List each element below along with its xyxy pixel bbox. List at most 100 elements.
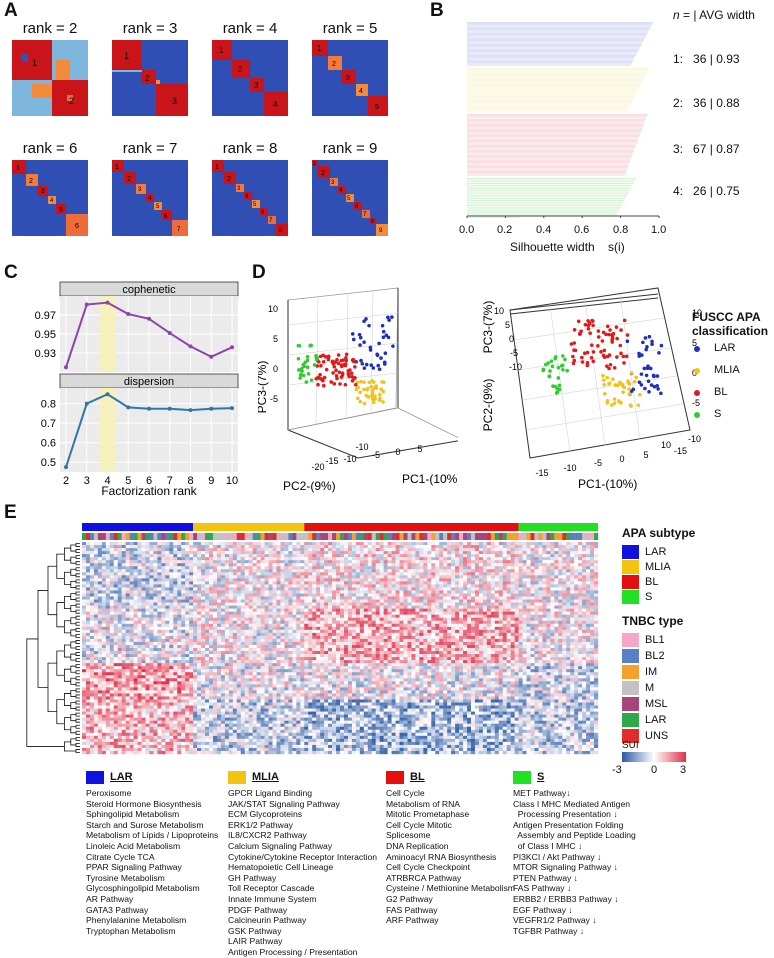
pca-right-ylabel: PC2-(9%) [481,379,495,432]
pca-point [581,360,585,364]
heatmap-cell [483,554,487,557]
heatmap-cell [312,590,316,593]
heatmap-cell [574,584,578,587]
silhouette-bar [467,24,652,25]
heatmap-cell [443,548,447,551]
heatmap-cell [392,578,396,581]
heatmap-cell [542,615,546,618]
heatmap-cell [149,581,153,584]
heatmap-cell [574,566,578,569]
heatmap-cell [483,551,487,554]
heatmap-cell [276,545,280,548]
heatmap-cell [586,548,590,551]
heatmap-cell [217,590,221,593]
heatmap-cell [312,633,316,636]
heatmap-cell [411,560,415,563]
heatmap-cell [265,560,269,563]
heatmap-cell [404,587,408,590]
heatmap-cell [558,551,562,554]
heatmap-cell [86,630,90,633]
heatmap-cell [177,584,181,587]
heatmap-cell [142,609,146,612]
heatmap-cell [483,603,487,606]
heatmap-cell [332,630,336,633]
heatmap-cell [217,551,221,554]
heatmap-cell [439,587,443,590]
heatmap-cell [570,584,574,587]
heatmap-cell [284,615,288,618]
heatmap-cell [221,551,225,554]
heatmap-cell [523,569,527,572]
heatmap-cell [356,560,360,563]
heatmap-cell [269,545,273,548]
heatmap-cell [431,587,435,590]
heatmap-cell [388,563,392,566]
pca-point [608,353,612,357]
heatmap-cell [245,548,249,551]
pca-point [626,333,630,337]
heatmap-cell [130,606,134,609]
dendrogram-branch [64,548,70,560]
heatmap-cell [554,624,558,627]
heatmap-cell [284,569,288,572]
tnbc-annotation [241,533,245,540]
heatmap-cell [546,597,550,600]
heatmap-cell [423,636,427,639]
heatmap-cell [185,542,189,545]
heatmap-cell [582,618,586,621]
heatmap-cell [106,584,110,587]
heatmap-cell [495,597,499,600]
heatmap-cell [439,590,443,593]
heatmap-cell [570,603,574,606]
heatmap-cell [296,563,300,566]
heatmap-cell [407,542,411,545]
heatmap-cell [134,572,138,575]
dendrogram-branch [76,683,80,686]
heatmap-cell [443,624,447,627]
heatmap-cell [86,590,90,593]
heatmap-cell [201,606,205,609]
heatmap-cell [515,603,519,606]
heatmap-cell [499,560,503,563]
heatmap-cell [233,578,237,581]
heatmap-cell [205,615,209,618]
heatmap-cell [161,618,165,621]
heatmap-cell [344,542,348,545]
heatmap-cell [308,545,312,548]
pca-point [656,387,660,391]
heatmap-cell [515,587,519,590]
tnbc-annotation [193,533,197,540]
heatmap-cell [249,612,253,615]
heatmap-cell [324,600,328,603]
heatmap-cell [276,548,280,551]
pca-point [358,390,362,394]
heatmap-cell [106,542,110,545]
heatmap-cell [423,572,427,575]
heatmap-cell [225,545,229,548]
pca-point [372,366,376,370]
heatmap-cell [507,557,511,560]
heatmap-cell [511,600,515,603]
heatmap-cell [360,587,364,590]
heatmap-cell [273,587,277,590]
heatmap-cell [316,603,320,606]
pca-left-ylabel: PC2-(9%) [283,479,336,493]
heatmap-cell [253,627,257,630]
heatmap-cell [146,548,150,551]
silhouette-bar [467,171,626,172]
tnbc-annotation [360,533,364,540]
heatmap-cell [467,597,471,600]
heatmap-cell [419,587,423,590]
heatmap-cell [241,575,245,578]
heatmap-cell [519,581,523,584]
heatmap-cell [419,545,423,548]
heatmap-cell [404,578,408,581]
heatmap-cell [257,606,261,609]
silhouette-cluster-row: 1: 36 | 0.93 [673,52,740,66]
heatmap-cell [487,584,491,587]
heatmap-cell [352,557,356,560]
heatmap-cell [265,569,269,572]
heatmap-cell [336,581,340,584]
heatmap-cell [566,542,570,545]
heatmap-cell [348,609,352,612]
